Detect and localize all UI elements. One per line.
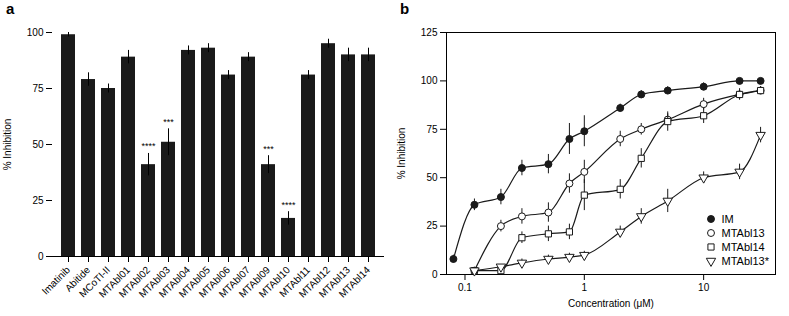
svg-text:1: 1 — [582, 282, 588, 293]
svg-text:MTAbl04: MTAbl04 — [156, 264, 193, 300]
html-text:MTAbl13: MTAbl13 — [721, 227, 765, 239]
html-text:b: b — [400, 0, 410, 17]
svg-text:% Inhibition: % Inhibition — [2, 119, 13, 171]
svg-text:25: 25 — [32, 195, 44, 206]
html-text:MTAbl13*: MTAbl13* — [721, 255, 769, 267]
svg-text:10: 10 — [698, 282, 710, 293]
svg-text:75: 75 — [426, 124, 438, 135]
svg-text:25: 25 — [426, 220, 438, 231]
svg-text:0: 0 — [38, 251, 44, 262]
svg-text:0.1: 0.1 — [458, 282, 472, 293]
svg-text:50: 50 — [426, 172, 438, 183]
svg-text:MTAbl01: MTAbl01 — [96, 264, 133, 300]
svg-text:MTAbl12: MTAbl12 — [296, 264, 333, 300]
svg-text:Imatinib: Imatinib — [39, 264, 73, 297]
svg-text:MTAbl03: MTAbl03 — [136, 264, 173, 300]
svg-text:125: 125 — [421, 27, 438, 38]
svg-text:MTAbl05: MTAbl05 — [176, 264, 213, 300]
svg-text:MTAbl07: MTAbl07 — [216, 264, 253, 300]
svg-text:100: 100 — [27, 27, 44, 38]
svg-text:MTAbl09: MTAbl09 — [236, 264, 273, 300]
svg-text:MCoTI-II: MCoTI-II — [76, 264, 113, 300]
svg-text:****: **** — [281, 200, 296, 210]
svg-text:MTAbl13: MTAbl13 — [316, 264, 353, 300]
svg-text:75: 75 — [32, 83, 44, 94]
html-text:IM: IM — [721, 213, 734, 225]
svg-text:***: *** — [163, 117, 174, 127]
svg-text:Abitide: Abitide — [62, 264, 93, 294]
svg-text:0: 0 — [432, 269, 438, 280]
svg-text:50: 50 — [32, 139, 44, 150]
svg-text:***: *** — [263, 144, 274, 154]
html-text:MTAbl14: MTAbl14 — [721, 241, 765, 253]
html-text:a: a — [6, 0, 15, 17]
svg-text:MTAbl02: MTAbl02 — [116, 264, 153, 300]
svg-text:MTAbl14: MTAbl14 — [337, 264, 373, 300]
svg-text:Concentration (μM): Concentration (μM) — [568, 298, 654, 309]
svg-text:MTAbl10: MTAbl10 — [256, 264, 293, 300]
svg-text:% Inhibition: % Inhibition — [396, 128, 407, 180]
svg-text:****: **** — [141, 141, 156, 151]
svg-text:MTAbl11: MTAbl11 — [277, 264, 313, 300]
svg-text:100: 100 — [421, 75, 438, 86]
svg-text:MTAbl06: MTAbl06 — [196, 264, 233, 300]
